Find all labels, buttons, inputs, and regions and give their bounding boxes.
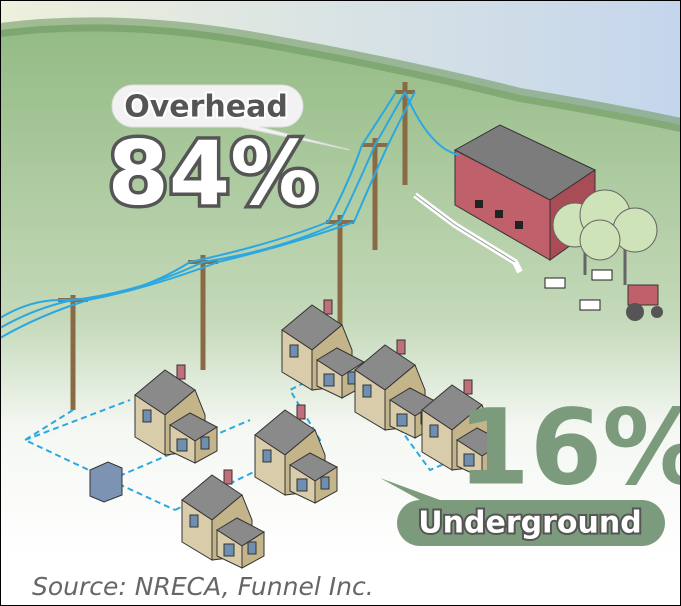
overhead-label: Overhead [124, 90, 288, 125]
shape [592, 270, 612, 280]
meter-box [90, 462, 122, 502]
underground-label: Underground [418, 506, 641, 541]
shape [626, 303, 644, 321]
shape [651, 306, 663, 318]
shape [580, 300, 600, 310]
overhead-share: 84% [108, 122, 319, 225]
underground-share: 16% [458, 386, 681, 508]
shape [580, 220, 620, 260]
shape [90, 462, 122, 502]
shape [475, 200, 483, 208]
page: {"overhead": {"label": "Overhead", "shar… [0, 0, 681, 606]
shape [495, 210, 503, 218]
shape [515, 221, 523, 229]
source-note: Source: NRECA, Funnel Inc. [32, 572, 374, 601]
shape [545, 278, 565, 288]
infographic: Overhead 84% 16% Underground Source: NRE… [0, 0, 681, 606]
body: Overhead 84% 16% Underground Source: NRE… [0, 0, 681, 606]
shape [628, 285, 658, 305]
